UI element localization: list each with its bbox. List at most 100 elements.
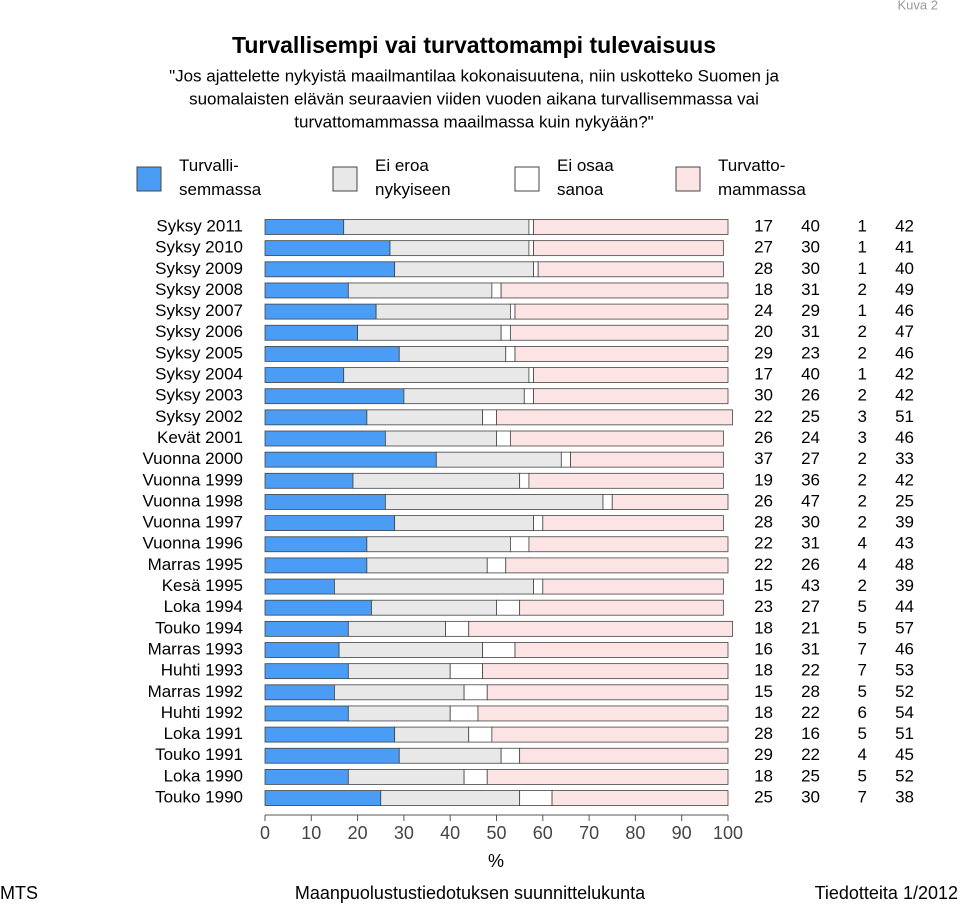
bar-segment — [519, 790, 553, 806]
bar-segment — [398, 747, 502, 764]
bar-segment — [264, 345, 400, 362]
y-tick-label: Vuonna 2000 — [142, 449, 243, 468]
value-label: 27 — [754, 238, 773, 257]
bar-segment — [533, 578, 544, 595]
bar-segment — [482, 409, 497, 426]
y-tick-label: Huhti 1993 — [161, 661, 243, 680]
bar-segment — [264, 663, 349, 680]
value-label: 2 — [858, 449, 867, 468]
value-label: 46 — [895, 343, 914, 362]
value-label: 5 — [858, 724, 867, 743]
value-label: 5 — [858, 597, 867, 616]
value-label: 36 — [801, 470, 820, 489]
value-label: 4 — [858, 745, 867, 764]
value-label: 22 — [801, 703, 820, 722]
y-tick-label: Kevät 2001 — [157, 428, 243, 447]
bar-segment — [347, 282, 493, 299]
value-label: 18 — [754, 661, 773, 680]
value-label: 3 — [858, 407, 867, 426]
legend-label: Ei osaa sanoa — [557, 156, 614, 199]
bar-segment — [528, 367, 534, 383]
bar-segment — [371, 599, 497, 616]
legend-swatch — [136, 166, 162, 192]
value-label: 3 — [858, 428, 867, 447]
bar-segment — [334, 684, 465, 701]
value-label: 53 — [895, 661, 914, 680]
bar-segment — [486, 769, 729, 785]
value-label: 1 — [858, 301, 867, 320]
x-tick-label: 30 — [394, 823, 414, 843]
subtitle-line: suomalaisten elävän seuraavien viiden vu… — [189, 89, 759, 108]
value-label: 30 — [754, 386, 773, 405]
bar-segment — [496, 409, 734, 426]
bar-segment — [528, 219, 534, 235]
value-label: 26 — [754, 428, 773, 447]
value-label: 27 — [801, 597, 820, 616]
value-label: 52 — [895, 682, 914, 701]
y-tick-label: Touko 1994 — [155, 618, 243, 637]
x-tick-label: 60 — [533, 823, 553, 843]
y-tick-label: Loka 1991 — [164, 724, 243, 743]
x-tick-label: 40 — [440, 823, 460, 843]
y-tick-label: Syksy 2008 — [155, 280, 243, 299]
bar-segment — [496, 430, 511, 447]
bar-segment — [514, 303, 729, 320]
y-tick-label: Syksy 2002 — [155, 407, 243, 426]
y-tick-label: Touko 1991 — [155, 745, 243, 764]
value-label: 1 — [858, 259, 867, 278]
bar-segment — [602, 494, 613, 510]
value-label: 19 — [754, 470, 773, 489]
value-label: 47 — [801, 491, 820, 510]
bar-segment — [264, 515, 396, 531]
bar-segment — [389, 240, 530, 257]
y-tick-label: Syksy 2009 — [155, 259, 243, 278]
value-label: 26 — [801, 555, 820, 574]
value-label: 29 — [801, 301, 820, 320]
bar-segment — [519, 599, 724, 616]
value-label: 16 — [801, 724, 820, 743]
legend-label: Turvatto-mammassa — [718, 156, 806, 199]
value-label: 39 — [895, 576, 914, 595]
value-label: 31 — [801, 639, 820, 658]
value-label: 40 — [895, 259, 914, 278]
y-tick-label: Syksy 2010 — [155, 238, 243, 257]
bar-segment — [264, 219, 345, 235]
bar-segment — [264, 536, 368, 553]
y-tick-label: Syksy 2006 — [155, 322, 243, 341]
bar-segment — [347, 705, 451, 722]
value-label: 51 — [895, 407, 914, 426]
value-label: 28 — [801, 682, 820, 701]
bar-segment — [519, 472, 530, 489]
value-label: 22 — [754, 555, 773, 574]
bar-segment — [528, 472, 724, 489]
bar-segment — [445, 620, 470, 637]
bar-segment — [528, 536, 729, 553]
value-label: 7 — [858, 788, 867, 807]
bar-segment — [264, 388, 405, 405]
bar-segment — [347, 769, 465, 785]
y-tick-label: Loka 1990 — [164, 766, 243, 785]
value-label: 30 — [801, 259, 820, 278]
bar-segment — [533, 240, 724, 257]
value-label: 21 — [801, 618, 820, 637]
bar-segment — [375, 303, 511, 320]
value-label: 46 — [895, 301, 914, 320]
value-label: 2 — [858, 576, 867, 595]
value-label: 2 — [858, 280, 867, 299]
bar-segment — [380, 790, 521, 806]
bar-segment — [482, 642, 516, 658]
value-label: 31 — [801, 322, 820, 341]
value-label: 37 — [754, 449, 773, 468]
bar-segment — [533, 219, 729, 235]
value-label: 45 — [895, 745, 914, 764]
bar-segment — [486, 684, 729, 701]
bar-segment — [264, 769, 349, 785]
value-label: 46 — [895, 639, 914, 658]
value-label: 28 — [754, 259, 773, 278]
bar-segment — [347, 620, 446, 637]
value-label: 22 — [754, 534, 773, 553]
bar-segment — [463, 769, 488, 785]
bar-segment — [338, 642, 484, 658]
bar-segment — [509, 536, 530, 553]
